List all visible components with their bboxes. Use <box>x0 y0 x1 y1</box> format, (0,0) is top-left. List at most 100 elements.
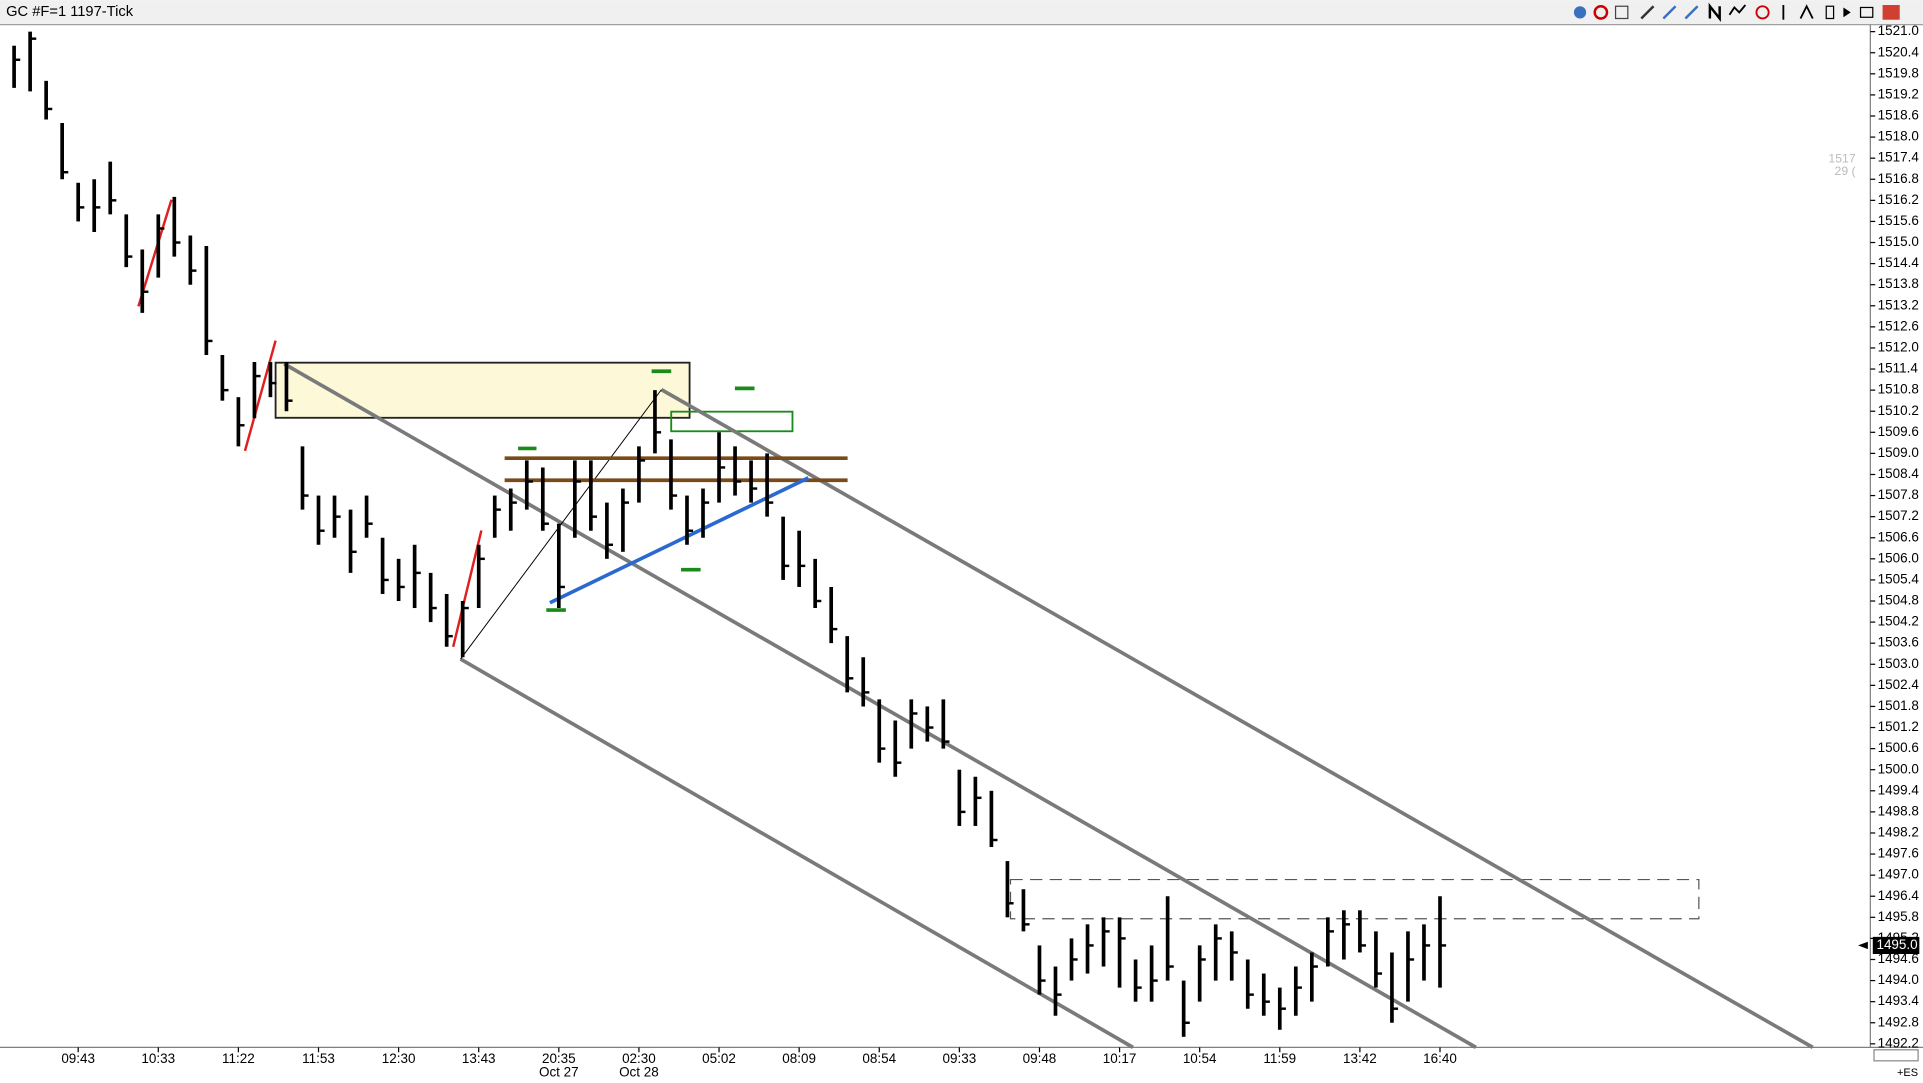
x-tick-label: 11:59 <box>1263 1051 1296 1066</box>
tool-icon[interactable] <box>1573 6 1587 19</box>
x-tick-label: 09:48 <box>1023 1051 1057 1066</box>
x-tick-label: 10:17 <box>1103 1051 1137 1066</box>
y-tick-label: 1511.4 <box>1878 361 1919 376</box>
y-tick-label: 1505.4 <box>1878 571 1920 586</box>
y-tick-label: 1499.4 <box>1878 782 1920 797</box>
x-tick-label: 10:33 <box>141 1051 175 1066</box>
y-tick-label: 1515.6 <box>1878 213 1919 228</box>
tool-icon[interactable] <box>1825 5 1835 20</box>
y-tick-label: 1501.8 <box>1878 698 1919 713</box>
x-tick-label: 08:09 <box>782 1051 816 1066</box>
y-tick-label: 1514.4 <box>1878 255 1920 270</box>
chart-title: GC #F=1 1197-Tick <box>6 4 134 20</box>
signal-line <box>452 530 483 648</box>
tool-icon[interactable] <box>1859 6 1874 18</box>
x-tick-label: 09:43 <box>61 1051 95 1066</box>
overlay-text: 29 ( <box>1835 164 1856 178</box>
signal-line <box>243 340 277 452</box>
y-tick-label: 1492.8 <box>1878 1014 1919 1029</box>
dashed-zone <box>1009 878 1700 920</box>
tool-icon[interactable] <box>1614 5 1629 20</box>
x-tick-label: 05:02 <box>702 1051 736 1066</box>
tool-icon[interactable] <box>1593 5 1609 20</box>
y-tick-label: 1507.8 <box>1878 487 1919 502</box>
last-price-label: 1495.0 <box>1876 937 1917 952</box>
y-tick-label: 1501.2 <box>1878 719 1919 734</box>
y-tick-label: 1519.8 <box>1878 65 1919 80</box>
y-tick-label: 1503.0 <box>1878 656 1919 671</box>
x-tick-label: 11:22 <box>222 1051 255 1066</box>
x-tick-label: 13:43 <box>462 1051 496 1066</box>
tool-icon[interactable] <box>1843 7 1851 18</box>
y-tick-label: 1519.2 <box>1878 86 1919 101</box>
y-tick-label: 1512.0 <box>1878 340 1919 355</box>
pitchfork-lower <box>459 657 1134 1049</box>
tool-icon[interactable] <box>1799 4 1814 19</box>
pitchfork-handle <box>460 389 662 660</box>
x-tick-label: 16:40 <box>1423 1051 1457 1066</box>
corner-text: +ES <box>1897 1067 1918 1079</box>
tool-icon[interactable] <box>1708 2 1721 22</box>
y-tick-label: 1498.2 <box>1878 825 1919 840</box>
y-tick-label: 1500.6 <box>1878 740 1919 755</box>
y-tick-label: 1498.8 <box>1878 803 1919 818</box>
y-tick-label: 1513.2 <box>1878 297 1919 312</box>
price-bars <box>12 31 1447 1037</box>
scroll-control[interactable] <box>1873 1049 1919 1062</box>
tool-icon[interactable] <box>1640 5 1655 20</box>
y-tick-label: 1516.2 <box>1878 192 1919 207</box>
x-tick-label: 12:30 <box>382 1051 416 1066</box>
y-tick-label: 1509.6 <box>1878 424 1919 439</box>
y-tick-label: 1502.4 <box>1878 677 1920 692</box>
y-tick-label: 1506.0 <box>1878 550 1919 565</box>
y-tick-label: 1507.2 <box>1878 508 1919 523</box>
y-tick-label: 1510.2 <box>1878 403 1919 418</box>
y-tick-label: 1492.2 <box>1878 1035 1919 1050</box>
y-tick-label: 1518.0 <box>1878 129 1919 144</box>
zone-rectangle <box>274 361 691 419</box>
y-tick-label: 1506.6 <box>1878 529 1919 544</box>
y-tick-label: 1509.0 <box>1878 445 1919 460</box>
tool-icon[interactable] <box>1662 5 1677 20</box>
y-tick-label: 1497.0 <box>1878 867 1919 882</box>
y-tick-label: 1517.4 <box>1878 150 1920 165</box>
y-tick-label: 1496.4 <box>1878 888 1920 903</box>
y-tick-label: 1504.8 <box>1878 593 1919 608</box>
y-tick-label: 1516.8 <box>1878 171 1919 186</box>
y-tick-label: 1497.6 <box>1878 846 1919 861</box>
y-tick-label: 1515.0 <box>1878 234 1919 249</box>
y-tick-label: 1508.4 <box>1878 466 1920 481</box>
y-tick-label: 1521.0 <box>1878 23 1919 38</box>
y-tick-label: 1494.6 <box>1878 951 1919 966</box>
y-tick-label: 1495.8 <box>1878 909 1919 924</box>
x-tick-label: 20:35 <box>542 1051 576 1066</box>
date-label: Oct 27 <box>539 1065 579 1080</box>
y-tick-label: 1493.4 <box>1878 993 1920 1008</box>
y-tick-label: 1510.8 <box>1878 382 1919 397</box>
plot-area <box>0 24 1923 1049</box>
last-price-box <box>1872 936 1920 955</box>
y-tick-label: 1503.6 <box>1878 635 1919 650</box>
y-tick-label: 1512.6 <box>1878 318 1919 333</box>
overlay-text: 1517 <box>1828 152 1855 166</box>
close-button[interactable] <box>1882 5 1900 20</box>
x-tick-label: 11:53 <box>302 1051 335 1066</box>
tool-icon[interactable] <box>1728 4 1747 16</box>
x-tick-label: 09:33 <box>942 1051 976 1066</box>
title-bar <box>0 0 1923 25</box>
y-tick-label: 1520.4 <box>1878 44 1920 59</box>
x-tick-label: 08:54 <box>862 1051 896 1066</box>
y-tick-label: 1494.0 <box>1878 972 1919 987</box>
y-tick-label: 1513.8 <box>1878 276 1919 291</box>
pivot-markers <box>518 369 755 612</box>
toolbar[interactable] <box>1573 2 1900 22</box>
y-tick-label: 1518.6 <box>1878 108 1919 123</box>
last-price-arrow <box>1858 941 1868 950</box>
y-tick-label: 1500.0 <box>1878 761 1919 776</box>
tool-icon[interactable] <box>1684 5 1699 20</box>
x-tick-label: 02:30 <box>622 1051 656 1066</box>
tool-icon[interactable] <box>1755 5 1770 20</box>
x-tick-label: 13:42 <box>1343 1051 1377 1066</box>
